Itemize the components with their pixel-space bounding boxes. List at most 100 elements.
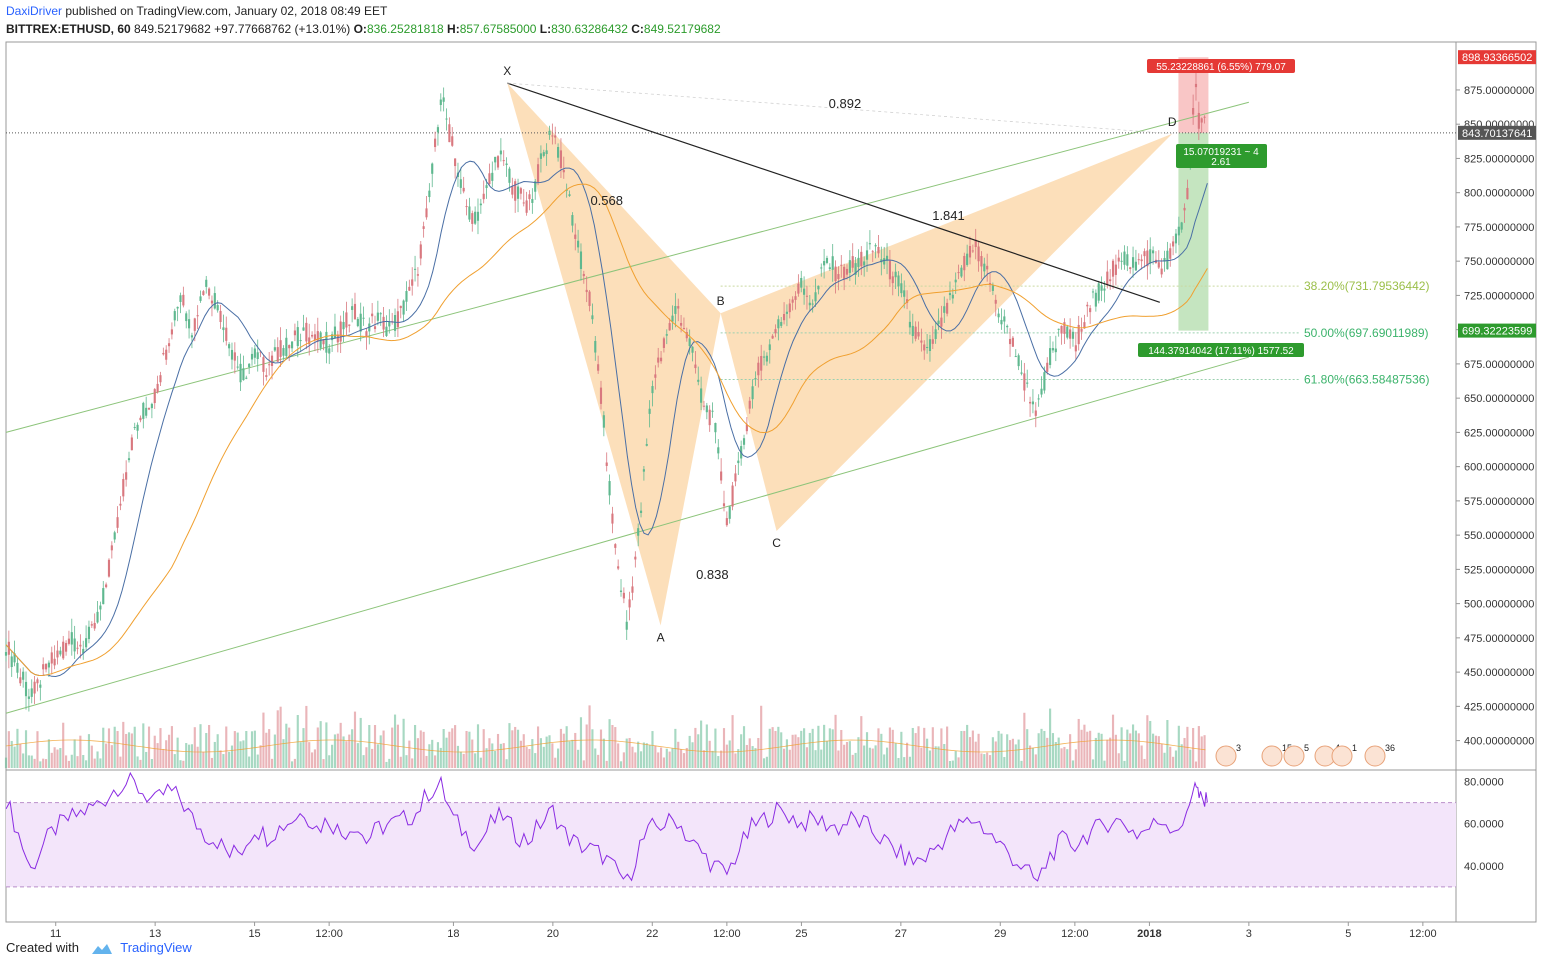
volume-bar (1137, 733, 1140, 768)
volume-bar (1120, 727, 1123, 768)
volume-bar (170, 726, 173, 768)
candle-body (760, 356, 763, 371)
volume-bar (911, 727, 914, 768)
volume-bar (1169, 746, 1172, 768)
author-link[interactable]: DaxiDriver (6, 4, 63, 18)
volume-bar (648, 745, 651, 768)
volume-bar (571, 739, 574, 768)
event-count-label: 5 (1304, 743, 1309, 753)
candle-body (1157, 262, 1160, 268)
volume-bar (230, 745, 234, 768)
volume-bar (431, 739, 434, 768)
candle-body (362, 317, 365, 319)
candle-body (333, 326, 337, 338)
candle-body (259, 351, 262, 353)
candle-body (1100, 285, 1103, 291)
volume-bar (1074, 749, 1077, 768)
volume-bar (1203, 735, 1206, 768)
candle-body (165, 349, 168, 360)
volume-bar (47, 739, 50, 768)
candle-body (50, 652, 53, 664)
volume-bar (659, 747, 663, 768)
volume-bar (554, 757, 557, 768)
candle-body (248, 363, 251, 368)
candle-body (162, 352, 165, 355)
candle-body (159, 375, 162, 383)
volume-bar (1140, 745, 1143, 768)
time-tick-label: 12:00 (713, 928, 741, 940)
candle-body (285, 337, 288, 357)
candle-body (1126, 254, 1129, 266)
candle-body (1091, 291, 1095, 293)
candle-body (1034, 410, 1037, 416)
volume-bar (145, 751, 148, 768)
candle-body (865, 250, 869, 260)
candle-body (268, 364, 271, 366)
candle-body (419, 244, 422, 259)
volume-bar (70, 754, 73, 768)
tradingview-link[interactable]: TradingView (120, 940, 192, 955)
candle-body (16, 662, 19, 673)
candle-body (860, 251, 863, 267)
candle-body (302, 327, 305, 331)
candle-body (894, 271, 897, 278)
price-tick-label: 575.00000000 (1464, 496, 1534, 508)
volume-bar (342, 736, 345, 768)
volume-bar (937, 746, 940, 768)
candle-body (167, 343, 171, 347)
candle-body (943, 306, 946, 313)
price-tick-label: 500.00000000 (1464, 599, 1534, 611)
candle-body (751, 386, 754, 400)
volume-bar (734, 753, 737, 768)
target-label-bg (1147, 59, 1295, 73)
volume-bar (322, 759, 325, 768)
candle-body (966, 253, 969, 265)
volume-bar (1189, 749, 1192, 768)
candle-body (1129, 267, 1132, 270)
volume-bar (156, 743, 159, 768)
candle-body (863, 261, 866, 266)
candle-body (871, 251, 874, 253)
volume-bar (502, 743, 505, 768)
candle-body (33, 681, 36, 694)
volume-bar (539, 738, 542, 768)
candle-body (431, 163, 434, 174)
candle-body (700, 388, 703, 403)
volume-bar (248, 756, 251, 768)
candle-body (308, 337, 311, 345)
time-tick-label: 20 (547, 928, 559, 940)
candle-body (496, 156, 500, 168)
volume-bar (605, 760, 608, 768)
volume-bar (1066, 749, 1069, 768)
event-count-label: 15 (1282, 743, 1292, 753)
volume-bar (7, 731, 10, 768)
entry-label: 15.07019231 ~ 4 (1183, 147, 1259, 158)
volume-bar (1034, 754, 1037, 768)
candle-body (479, 203, 482, 206)
rsi-tick-label: 80.0000 (1464, 777, 1504, 789)
volume-bar (843, 744, 846, 768)
volume-bar (823, 724, 826, 768)
price-tick-label: 825.00000000 (1464, 153, 1534, 165)
candle-body (748, 400, 751, 409)
volume-bar (657, 752, 660, 768)
low-label: L: (539, 22, 552, 36)
volume-bar (565, 726, 568, 768)
volume-bar (1023, 712, 1026, 768)
candle-body (27, 696, 30, 699)
candle-body (236, 366, 239, 368)
volume-bar (642, 742, 645, 768)
volume-bar (333, 734, 337, 768)
candle-body (96, 611, 99, 623)
candle-body (1071, 331, 1075, 339)
candle-body (1031, 401, 1035, 405)
candle-body (857, 257, 860, 267)
candle-body (351, 306, 354, 310)
candle-body (1177, 226, 1180, 236)
candle-body (1077, 324, 1080, 345)
entry-label-secondary: 2.61 (1211, 157, 1231, 168)
volume-bar (788, 749, 791, 768)
candle-body (1111, 260, 1115, 277)
volume-bar (923, 727, 926, 768)
